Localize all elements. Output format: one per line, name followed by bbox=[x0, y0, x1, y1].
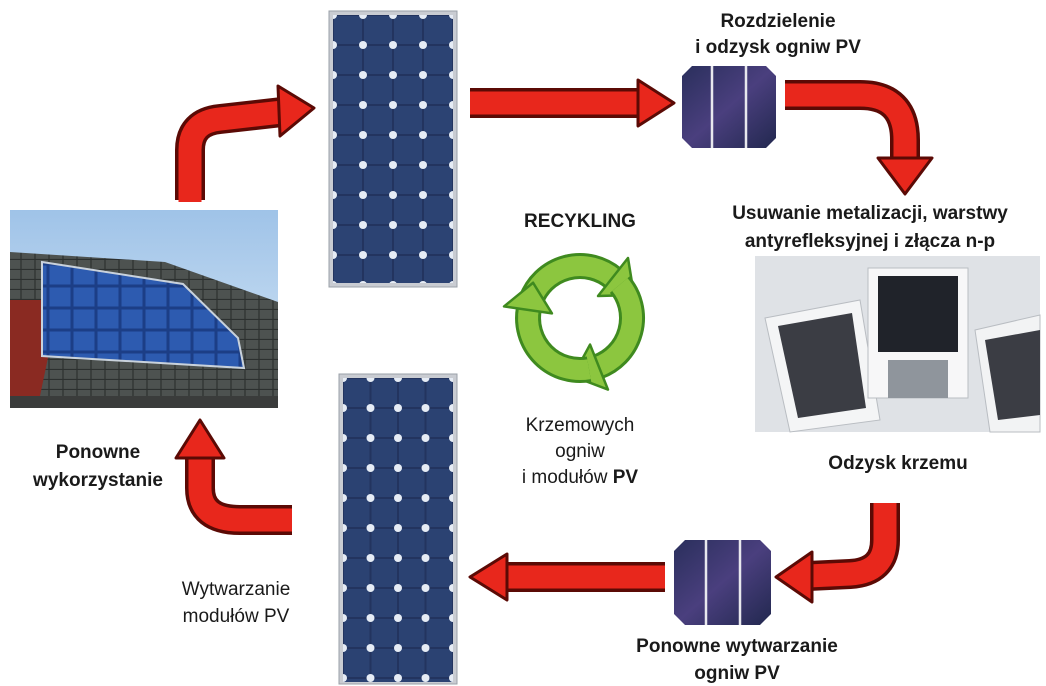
center-title: RECYKLING bbox=[524, 211, 636, 232]
step-label: Ponowne wytwarzanie bbox=[636, 636, 838, 657]
house-photo bbox=[10, 210, 278, 408]
step-label: Odzysk krzemu bbox=[828, 453, 967, 474]
center-subtitle: ogniw bbox=[555, 441, 605, 462]
recycle-symbol bbox=[501, 258, 656, 395]
step-label: Rozdzielenie bbox=[720, 11, 835, 32]
silicon-photo bbox=[755, 256, 1040, 432]
step-label: Wytwarzanie bbox=[182, 579, 291, 600]
center-subtitle: Krzemowych bbox=[526, 415, 635, 436]
center-subtitle-part: i modułów bbox=[522, 467, 608, 488]
solar-panel-bottom bbox=[339, 374, 457, 684]
step-label: ogniw PV bbox=[694, 663, 780, 684]
center-subtitle: i modułów PV bbox=[522, 467, 639, 488]
pv-cell-bottom bbox=[674, 540, 771, 625]
step-label: Usuwanie metalizacji, warstwy bbox=[732, 203, 1008, 224]
step-label: antyrefleksyjnej i złącza n-p bbox=[745, 231, 995, 252]
step-label: i odzysk ogniw PV bbox=[695, 37, 861, 58]
pv-cell-top bbox=[682, 66, 776, 148]
solar-panel-top bbox=[329, 11, 457, 287]
step-label: modułów PV bbox=[183, 606, 290, 627]
recycling-diagram: RECYKLING Krzemowych ogniw i modułów PV … bbox=[0, 0, 1046, 686]
center-subtitle-part: PV bbox=[613, 467, 639, 488]
step-label: wykorzystanie bbox=[32, 470, 163, 491]
step-label: Ponowne bbox=[56, 442, 140, 463]
